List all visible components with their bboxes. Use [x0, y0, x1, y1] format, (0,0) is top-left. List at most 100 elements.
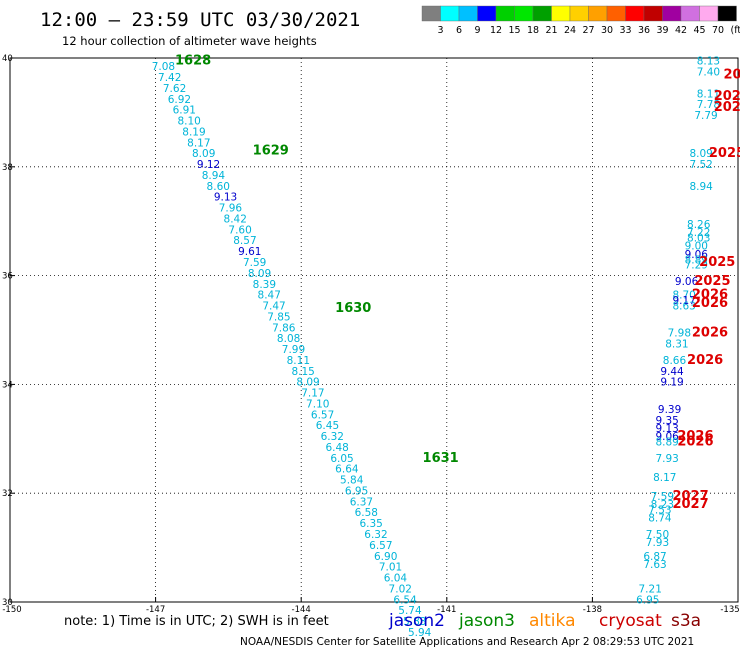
legend-swatch — [458, 5, 478, 22]
legend-swatch — [643, 5, 663, 22]
wave-height-label: 7.63 — [643, 559, 666, 571]
wave-height-label: 8.09 — [296, 377, 319, 389]
x-tick-label: -138 — [583, 605, 602, 615]
wave-height-label: 6.92 — [168, 94, 191, 106]
wave-height-label: 8.63 — [672, 301, 695, 313]
pass-time-label: 1631 — [423, 451, 459, 466]
pass-time-label: 2026 — [692, 326, 728, 341]
credit-text: NOAA/NESDIS Center for Satellite Applica… — [240, 636, 694, 648]
wave-height-label: 8.89 — [655, 437, 678, 449]
wave-height-label: 7.99 — [282, 344, 305, 356]
wave-height-label: 9.17 — [672, 295, 695, 307]
wave-height-label: 7.93 — [655, 453, 678, 465]
grid-lines — [10, 58, 738, 602]
wave-height-label: 6.95 — [345, 485, 368, 497]
legend-swatch — [625, 5, 645, 22]
x-tick-label: -150 — [2, 605, 21, 615]
satellite-jason3: jason3 — [458, 611, 515, 631]
wave-height-label: 8.42 — [224, 213, 247, 225]
legend-label: 39 — [656, 25, 668, 36]
wave-height-label: 6.05 — [330, 453, 353, 465]
legend-swatch — [495, 5, 515, 22]
satellite-jason2: jason2 — [388, 611, 445, 631]
wave-height-label: 5.74 — [398, 605, 422, 617]
wave-height-label: 9.35 — [655, 415, 678, 427]
wave-height-label: 8.94 — [689, 181, 713, 193]
legend-label: 6 — [456, 25, 462, 36]
x-tick-label: -144 — [292, 605, 311, 615]
y-tick-label: 40 — [2, 54, 13, 64]
wave-height-label: 8.57 — [233, 235, 256, 247]
pass-time-label: 2025 — [699, 255, 735, 270]
note-text: note: 1) Time is in UTC; 2) SWH is in fe… — [64, 614, 329, 629]
y-tick-label: 36 — [2, 272, 13, 282]
wave-height-label: 8.09 — [689, 148, 712, 160]
wave-height-label: 8.26 — [687, 219, 711, 231]
legend-label: 21 — [545, 25, 557, 36]
pass-time-label: 2025 — [714, 89, 740, 104]
wave-height-label: 7.47 — [262, 301, 285, 313]
wave-height-label: 8.94 — [202, 170, 226, 182]
legend-swatch — [569, 5, 589, 22]
wave-height-label: 9.06 — [675, 276, 699, 288]
wave-height-label: 8.74 — [648, 513, 672, 525]
wave-height-label: 7.01 — [379, 562, 402, 574]
legend-swatch — [421, 5, 441, 22]
satellite-altika: altika — [529, 611, 576, 631]
legend-label: 3 — [437, 25, 443, 36]
wave-height-label: 8.17 — [653, 472, 676, 484]
wave-height-label: 8.09 — [248, 268, 271, 280]
wave-height-label: 7.53 — [648, 505, 671, 517]
plot-frame — [9, 57, 739, 603]
wave-height-label: 6.90 — [374, 551, 397, 563]
wave-height-label: 9.61 — [238, 246, 261, 258]
pass-time-label: 2025 — [694, 274, 730, 289]
wave-height-label: 8.09 — [192, 148, 215, 160]
wave-height-label: 8.39 — [253, 279, 276, 291]
wave-height-label: 6.95 — [636, 594, 659, 606]
wave-height-label: 8.11 — [697, 88, 720, 100]
pass-time-label: 2027 — [672, 489, 708, 504]
legend-swatch — [606, 5, 626, 22]
wave-height-label: 8.31 — [665, 339, 688, 351]
wave-height-label: 6.91 — [173, 105, 196, 117]
chart-subtitle: 12 hour collection of altimeter wave hei… — [62, 34, 317, 48]
wave-height-label: 7.17 — [301, 388, 324, 400]
legend-swatch — [588, 5, 608, 22]
pass-time-label: 2026 — [692, 288, 728, 303]
legend-unit: (ft) — [731, 25, 740, 36]
wave-height-label: 7.08 — [152, 61, 175, 73]
legend-label: 24 — [564, 25, 576, 36]
wave-height-label: 6.57 — [369, 540, 392, 552]
wave-height-label: 9.13 — [655, 423, 678, 435]
legend-label: 12 — [490, 25, 502, 36]
legend-label: 9 — [474, 25, 480, 36]
wave-height-label: 8.13 — [697, 56, 720, 68]
wave-height-label: 8.23 — [651, 499, 674, 511]
pass-time-label: 2027 — [672, 497, 708, 512]
wave-height-label: 8.66 — [663, 355, 687, 367]
legend-label: 18 — [527, 25, 539, 36]
wave-height-label: 8.19 — [182, 126, 205, 138]
pass-time-label: 1628 — [175, 54, 211, 69]
wave-height-label: 9.39 — [658, 404, 681, 416]
satellite-s3a: s3a — [671, 611, 701, 631]
satellite-cryosat: cryosat — [599, 611, 662, 631]
wave-height-label: 6.48 — [325, 442, 348, 454]
legend-label: 33 — [619, 25, 631, 36]
wave-height-label: 7.42 — [158, 72, 181, 84]
wave-height-label: 8.60 — [207, 181, 230, 193]
x-tick-label: -141 — [437, 605, 456, 615]
satellite-legend: jason2 jason3 altika cryosat s3a — [388, 611, 701, 631]
wave-height-label: 6.58 — [355, 507, 378, 519]
wave-height-label: 8.17 — [187, 137, 210, 149]
wave-height-label: 7.62 — [163, 83, 186, 95]
wave-height-label: 7.50 — [646, 529, 669, 541]
wave-height-label: 8.08 — [277, 333, 300, 345]
y-tick-label: 30 — [2, 598, 13, 608]
wave-height-label: 7.10 — [306, 398, 329, 410]
y-tick-label: 34 — [2, 380, 13, 390]
legend-swatch — [514, 5, 534, 22]
